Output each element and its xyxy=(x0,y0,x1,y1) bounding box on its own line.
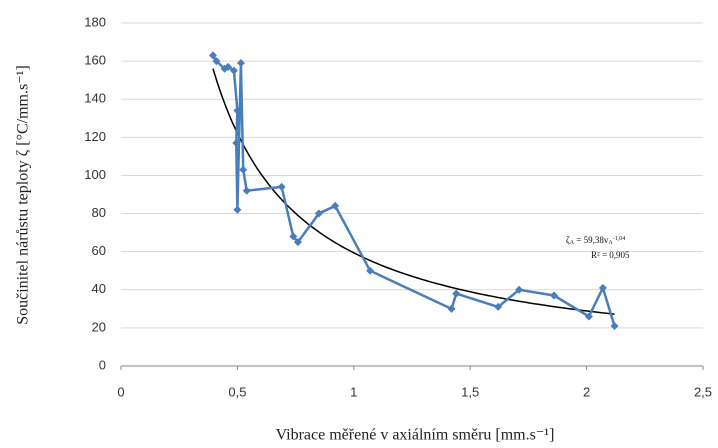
marker xyxy=(208,51,217,60)
marker xyxy=(229,66,238,75)
x-tick-label: 0,5 xyxy=(228,384,246,399)
y-tick-label: 140 xyxy=(84,91,106,106)
marker xyxy=(447,304,456,313)
marker xyxy=(515,285,524,294)
y-tick-label: 80 xyxy=(92,205,106,220)
y-tick-label: 120 xyxy=(84,129,106,144)
y-tick-label: 20 xyxy=(92,319,106,334)
x-tick-label: 1,5 xyxy=(461,384,479,399)
x-tick-label: 2 xyxy=(583,384,590,399)
marker xyxy=(452,289,461,298)
marker xyxy=(331,201,340,210)
marker xyxy=(239,165,248,174)
y-tick-label: 60 xyxy=(92,243,106,258)
marker xyxy=(610,321,619,330)
y-tick-label: 40 xyxy=(92,281,106,296)
y-tick-label: 0 xyxy=(99,357,106,372)
marker xyxy=(314,209,323,218)
marker xyxy=(598,283,607,292)
equation-part: 59,38 xyxy=(584,235,605,245)
marker xyxy=(242,186,251,195)
equation-part: v xyxy=(604,235,609,245)
marker xyxy=(293,238,302,247)
trend-equation: ζA = 59,38vA-1,04 xyxy=(566,235,625,246)
equation-part: -1,04 xyxy=(613,236,626,242)
marker xyxy=(366,266,375,275)
x-tick-label: 1 xyxy=(350,384,357,399)
marker xyxy=(550,291,559,300)
y-tick-label: 160 xyxy=(84,53,106,68)
marker xyxy=(232,139,241,148)
marker xyxy=(212,57,221,66)
marker xyxy=(289,232,298,241)
trendline xyxy=(212,68,615,315)
marker xyxy=(494,302,503,311)
marker xyxy=(233,205,242,214)
y-tick-label: 180 xyxy=(84,14,106,29)
marker xyxy=(233,106,242,115)
equation-part: A xyxy=(608,240,613,246)
marker xyxy=(584,312,593,321)
y-tick-label: 100 xyxy=(84,167,106,182)
x-axis-title: Vibrace měřené v axiálním směru [mm.s⁻¹] xyxy=(276,427,555,444)
equation-part: ζ xyxy=(566,235,570,245)
marker xyxy=(236,59,245,68)
r-squared: R² = 0,905 xyxy=(591,250,630,260)
x-tick-label: 0 xyxy=(117,384,124,399)
marker xyxy=(224,62,233,71)
y-axis-title: Součinitel nárůstu teploty ζ [°C/mm.s⁻¹] xyxy=(15,65,32,325)
equation-part: = xyxy=(574,235,584,245)
equation-part: A xyxy=(570,240,575,246)
x-tick-label: 2,5 xyxy=(694,384,712,399)
marker xyxy=(277,182,286,191)
